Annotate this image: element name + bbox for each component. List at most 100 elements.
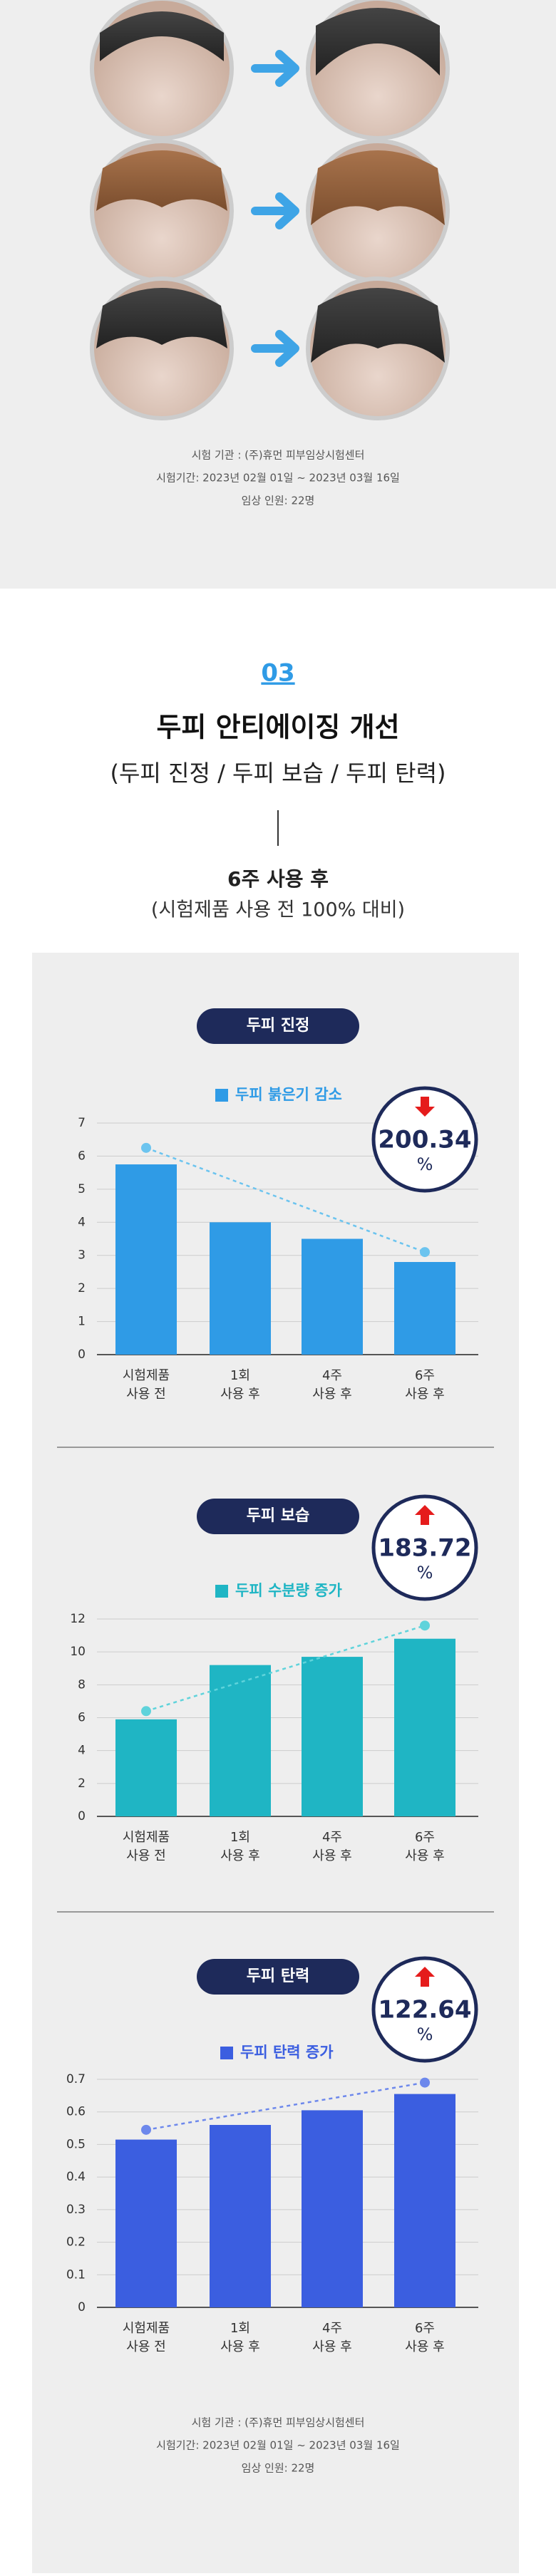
x-tick-label: 6주 사용 후 [405, 2321, 444, 2354]
y-tick-label: 0.3 [66, 2203, 86, 2217]
badge-arrow [415, 1967, 435, 1987]
y-tick-label: 0.5 [66, 2137, 86, 2151]
x-tick-label: 4주 사용 후 [312, 2321, 351, 2354]
legend-swatch [215, 1089, 228, 1102]
y-tick-label: 6 [78, 1149, 86, 1163]
badge [371, 1494, 478, 1601]
x-tick-line: 6주 [415, 2321, 435, 2336]
y-tick-label: 0.6 [66, 2105, 86, 2119]
badge-value: 183.72 [378, 1534, 471, 1563]
x-tick-line: 사용 후 [220, 1848, 259, 1863]
bar [115, 2139, 177, 2307]
x-tick-line: 사용 전 [126, 1848, 165, 1863]
chart-title: 두피 보습 [247, 1507, 310, 1525]
section-number: 03 [261, 659, 294, 688]
legend-label: 두피 수분량 증가 [235, 1582, 343, 1599]
y-tick-label: 0.2 [66, 2235, 86, 2250]
badge-value: 200.34 [378, 1126, 471, 1154]
y-tick-label: 0 [78, 1348, 86, 1362]
y-tick-label: 0.4 [66, 2170, 86, 2184]
before-after-photos [90, 0, 450, 420]
bar [210, 2125, 271, 2307]
bar [302, 1657, 363, 1816]
bar [394, 1638, 455, 1816]
title-pill [197, 1008, 359, 1044]
x-tick-line: 1회 [230, 1368, 250, 1383]
bar [302, 1238, 363, 1355]
top-section [0, 0, 556, 589]
x-tick-line: 4주 [322, 1830, 342, 1845]
section-subtitle: (두피 진정 / 두피 보습 / 두피 탄력) [110, 760, 446, 787]
x-tick-line: 1회 [230, 2321, 250, 2336]
bar [115, 1164, 177, 1355]
x-tick-line: 시험제품 [123, 2321, 170, 2336]
x-tick-line: 4주 [322, 1368, 342, 1383]
y-tick-label: 5 [78, 1182, 86, 1196]
y-tick-label: 7 [78, 1116, 86, 1130]
bar [210, 1222, 271, 1355]
trend-point [420, 2077, 430, 2088]
y-tick-label: 0.1 [66, 2267, 86, 2282]
legend-swatch [215, 1585, 228, 1598]
y-tick-label: 2 [78, 1281, 86, 1295]
badge-unit: % [417, 1563, 433, 1583]
badge-arrow [415, 1097, 435, 1117]
chart-title: 두피 탄력 [247, 1967, 310, 1985]
y-tick-label: 4 [78, 1744, 86, 1758]
trend-point [141, 1142, 151, 1153]
bar [210, 1665, 271, 1816]
chart-title: 두피 진정 [247, 1017, 310, 1035]
info-text: 시험기간: 2023년 02월 01일 ~ 2023년 03월 16일 [156, 472, 400, 485]
x-tick-line: 6주 [415, 1830, 435, 1845]
y-tick-label: 4 [78, 1215, 86, 1229]
badge [371, 1086, 478, 1193]
x-tick-line: 사용 후 [405, 1848, 444, 1863]
trend-line [145, 2081, 426, 2131]
title-pill [197, 1959, 359, 1995]
legend-label: 두피 붉은기 감소 [235, 1086, 342, 1103]
x-tick-label: 시험제품 사용 전 [123, 2321, 170, 2354]
bar [115, 1719, 177, 1816]
y-tick-label: 3 [78, 1248, 86, 1263]
y-tick-label: 12 [70, 1612, 86, 1626]
x-tick-line: 사용 후 [220, 1387, 259, 1402]
x-tick-line: 시험제품 [123, 1830, 170, 1845]
period-label: 6주 사용 후 [227, 867, 329, 891]
x-tick-label: 1회 사용 후 [220, 1830, 259, 1863]
x-tick-line: 6주 [415, 1368, 435, 1383]
x-tick-line: 사용 후 [312, 1387, 351, 1402]
trend-point [141, 1706, 151, 1717]
legend-swatch [220, 2047, 233, 2059]
y-tick-label: 0 [78, 2300, 86, 2314]
x-tick-line: 사용 전 [126, 1387, 165, 1402]
badge [371, 1956, 478, 2063]
x-tick-line: 사용 후 [405, 1387, 444, 1402]
x-tick-line: 시험제품 [123, 1368, 170, 1383]
info-text: 시험 기관 : (주)휴먼 피부임상시험센터 [192, 2416, 365, 2429]
legend-label: 두피 탄력 증가 [240, 2044, 334, 2061]
bar [394, 1262, 455, 1355]
y-tick-label: 10 [70, 1645, 86, 1659]
info-text: 임상 인원: 22명 [242, 2462, 315, 2475]
info-text: 시험 기관 : (주)휴먼 피부임상시험센터 [192, 449, 365, 462]
x-tick-line: 사용 후 [312, 2339, 351, 2354]
bar [302, 2110, 363, 2307]
x-tick-line: 사용 후 [312, 1848, 351, 1863]
x-tick-line: 사용 후 [220, 2339, 259, 2354]
trend-line [145, 1625, 426, 1712]
basis-label: (시험제품 사용 전 100% 대비) [151, 899, 405, 921]
info-text: 시험기간: 2023년 02월 01일 ~ 2023년 03월 16일 [156, 2439, 400, 2452]
trend-point [420, 1620, 430, 1631]
badge-unit: % [417, 1154, 433, 1174]
y-tick-label: 6 [78, 1711, 86, 1725]
